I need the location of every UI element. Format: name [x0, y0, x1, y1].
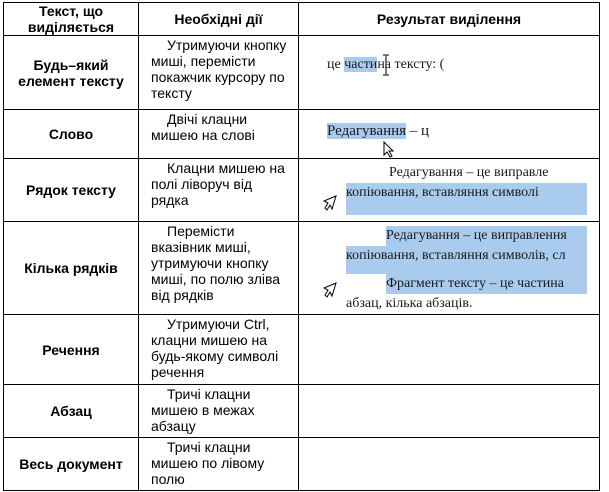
result-cell: Редагування – це виправле копіювання, вс… — [298, 158, 600, 222]
example-line-selected: Редагування – це виправлення — [386, 226, 587, 246]
table-row: Абзац Тричі клацни мишею в межах абзацу — [3, 384, 600, 438]
example-line-selected: копіювання, вставляння символі — [346, 183, 587, 215]
target-cell: Речення — [3, 314, 139, 385]
header-action: Необхідні дії — [138, 2, 299, 36]
selection-table: Текст, що виділяється Необхідні дії Резу… — [3, 2, 600, 491]
header-result: Результат виділення — [298, 2, 600, 36]
table-row: Кілька рядків Перемісти вказівник миші, … — [3, 221, 600, 315]
text-cursor-icon — [383, 54, 389, 76]
header-target: Текст, що виділяється — [3, 2, 139, 36]
target-cell: Весь документ — [3, 437, 139, 491]
target-cell: Кілька рядків — [3, 221, 139, 315]
result-cell: Редагування – ц — [298, 109, 600, 159]
action-cell: Утримуючи Ctrl, клацни мишею на будь-яко… — [138, 314, 299, 385]
table-row: Будь–який елемент тексту Утримуючи кнопк… — [3, 35, 600, 110]
action-cell: Утримуючи кнопку миші, перемісти покажчи… — [138, 35, 299, 110]
example-line: Редагування – це виправле — [389, 165, 549, 180]
action-cell: Перемісти вказівник миші, утримуючи кноп… — [138, 221, 299, 315]
result-cell — [298, 437, 600, 491]
pointer-icon — [323, 195, 337, 211]
example-before: це — [327, 57, 345, 72]
example-line: абзац, кілька абзаців. — [346, 296, 473, 311]
example-text: це частина тексту: ( — [327, 57, 587, 73]
pointer-icon — [323, 282, 337, 298]
target-cell: Абзац — [3, 384, 139, 438]
table-row: Весь документ Тричі клацни мишею по ліво… — [3, 437, 600, 491]
action-cell: Двічі клацни мишею на слові — [138, 109, 299, 159]
example-after: на тексту: ( — [377, 57, 445, 72]
result-cell — [298, 314, 600, 385]
example-line-selected: копіювання, вставляння символів, сл — [346, 246, 587, 274]
target-cell: Слово — [3, 109, 139, 159]
result-cell — [298, 384, 600, 438]
target-cell: Будь–який елемент тексту — [3, 35, 139, 110]
table-row: Рядок тексту Клацни мишею на полі лівору… — [3, 158, 600, 222]
action-text: Перемісти вказівник миші, утримуючи кноп… — [151, 223, 281, 303]
action-text: Утримуючи Ctrl, клацни мишею на будь-яко… — [151, 316, 279, 380]
action-text: Клацни мишею на полі ліворуч від рядка — [151, 160, 285, 208]
example-selected: части — [344, 57, 378, 72]
action-text: Двічі клацни мишею на слові — [151, 111, 255, 143]
action-cell: Тричі клацни мишею по лівому полю — [138, 437, 299, 491]
example-text: Редагування – ц — [327, 122, 587, 140]
action-cell: Клацни мишею на полі ліворуч від рядка — [138, 158, 299, 222]
example-selected: Редагування — [327, 123, 407, 139]
example-line-selected: Фрагмент тексту – це частина — [386, 274, 587, 294]
pointer-icon — [383, 141, 395, 158]
example-after: – ц — [406, 123, 430, 139]
result-cell: Редагування – це виправлення копіювання,… — [298, 221, 600, 315]
action-text: Утримуючи кнопку миші, перемісти покажчи… — [151, 37, 287, 101]
table-row: Слово Двічі клацни мишею на слові Редагу… — [3, 109, 600, 159]
action-cell: Тричі клацни мишею в межах абзацу — [138, 384, 299, 438]
result-cell: це частина тексту: ( — [298, 35, 600, 110]
action-text: Тричі клацни мишею в межах абзацу — [151, 386, 255, 434]
target-cell: Рядок тексту — [3, 158, 139, 222]
table-row: Речення Утримуючи Ctrl, клацни мишею на … — [3, 314, 600, 385]
action-text: Тричі клацни мишею по лівому полю — [151, 439, 265, 487]
